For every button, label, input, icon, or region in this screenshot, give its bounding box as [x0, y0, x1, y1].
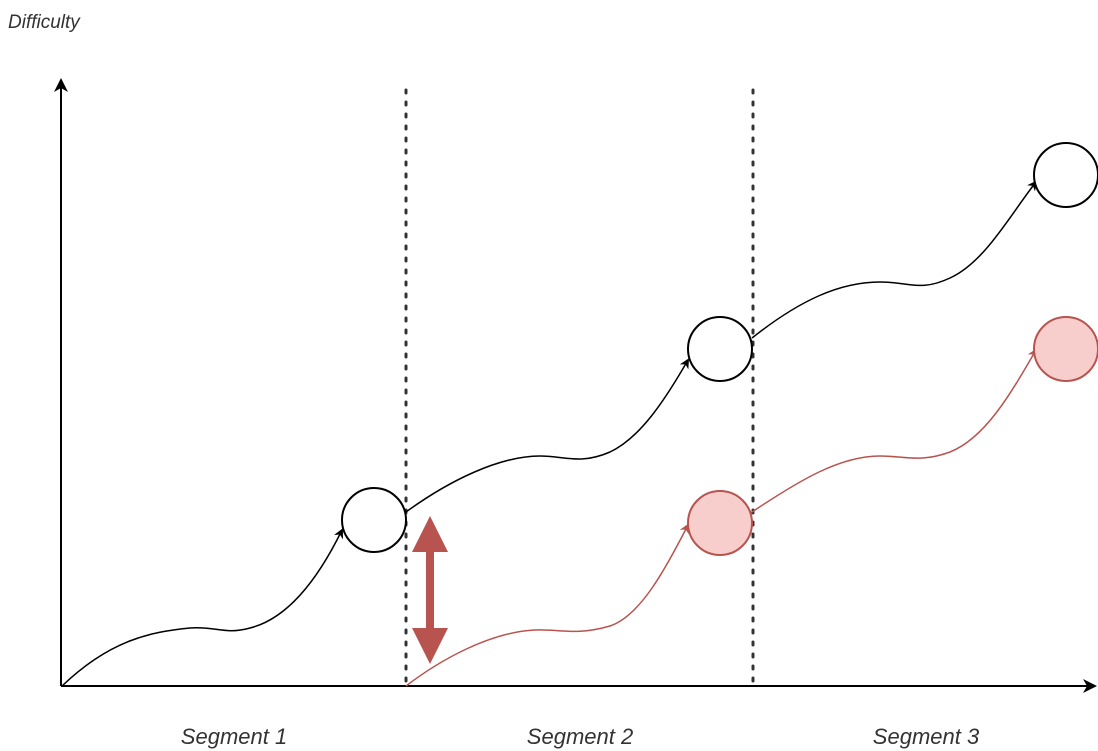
black-node-2	[687, 316, 753, 382]
y-axis-label: Difficulty	[8, 12, 80, 33]
segment-3-label: Segment 3	[872, 724, 980, 749]
red-path-segment-2	[751, 348, 1038, 513]
black-path-segment-3	[751, 180, 1038, 339]
segment-2-label: Segment 2	[526, 724, 634, 749]
segment-1-label: Segment 1	[180, 724, 288, 749]
black-node-1	[341, 487, 407, 553]
red-node-1	[687, 490, 753, 556]
difficulty-gap-arrow	[412, 516, 448, 664]
red-node-2	[1033, 316, 1098, 382]
black-node-3	[1033, 142, 1098, 208]
black-path-segment-2	[405, 358, 689, 513]
black-path-segment-1	[61, 528, 343, 687]
red-path-segment-1	[405, 523, 689, 687]
